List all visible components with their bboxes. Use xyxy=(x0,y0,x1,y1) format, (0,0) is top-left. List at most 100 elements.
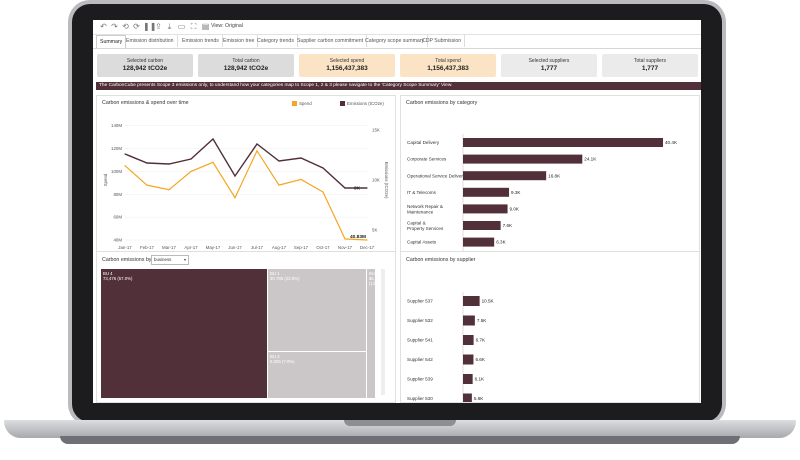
treemap-tile[interactable]: BU 4 73,476 (57.0%) xyxy=(101,269,267,398)
download-icon[interactable]: ⤓ xyxy=(167,22,172,31)
scrollbar[interactable] xyxy=(381,269,385,395)
bar-value-label: 6.1K xyxy=(475,377,485,382)
treemap-tile-name: BU 3 xyxy=(270,354,280,359)
bar-value-label: 24.1K xyxy=(584,157,597,162)
group-by-dropdown[interactable]: business ▾ xyxy=(151,255,189,265)
view-label[interactable]: View: Original xyxy=(211,23,243,29)
bar-value-label: 6.6K xyxy=(475,357,485,362)
bar xyxy=(463,393,472,402)
share-icon[interactable]: ⇪ xyxy=(155,22,162,31)
spend-point xyxy=(168,189,170,191)
y-axis-label: Spend xyxy=(103,173,108,186)
spend-line xyxy=(124,149,368,241)
tab-category-scope-summary[interactable]: Category scope summary xyxy=(362,35,429,47)
legend-spend-label: Spend xyxy=(299,101,312,106)
emissions-point xyxy=(124,153,126,155)
x-tick-label: Jul-17 xyxy=(251,245,264,250)
tab-emission-distribution[interactable]: Emission distribution xyxy=(123,35,178,47)
treemap-tile[interactable]: BU 3 9,005 (7.0%) xyxy=(268,352,366,398)
treemap-tile-value: 73,476 (57.0%) xyxy=(103,276,133,281)
treemap-tile-name: BU 4 xyxy=(103,271,113,276)
legend-emissions-swatch xyxy=(340,101,345,106)
kpi-card: Total suppliers 1,777 xyxy=(602,54,698,77)
category-chart-title: Carbon emissions by category xyxy=(406,100,478,106)
emissions-point xyxy=(234,175,236,177)
bar-value-label: 16.8K xyxy=(548,173,561,178)
y-tick-label: 140M xyxy=(111,123,122,128)
emissions-point xyxy=(146,162,148,164)
info-banner: The CarbonCube presents Scope 3 emission… xyxy=(96,82,701,90)
kpi-label: Total suppliers xyxy=(634,58,666,64)
spend-point xyxy=(322,191,324,193)
bar xyxy=(463,237,495,247)
tab-supplier-carbon-commitment[interactable]: Supplier carbon commitment xyxy=(294,35,368,47)
kpi-card: Selected carbon 128,942 tCO2e xyxy=(97,54,193,77)
kpi-value: 128,942 tCO2e xyxy=(223,65,269,72)
bar xyxy=(463,138,663,147)
spend-point xyxy=(256,150,258,152)
bar-category-label: Operational Service Delivery xyxy=(407,173,466,178)
bar-category-label: IT & Telecoms xyxy=(407,190,437,195)
tab-summary[interactable]: Summary xyxy=(96,35,127,48)
refresh-icon[interactable]: ⟳ xyxy=(133,22,140,31)
tab-category-trends[interactable]: Category trends xyxy=(254,35,298,47)
treemap-panel: Carbon emissions by business ▾ BU 4 73,47… xyxy=(96,251,396,403)
pause-icon[interactable]: ❚❚ xyxy=(143,22,157,31)
bar-value-label: 9.3K xyxy=(511,190,521,195)
emissions-point xyxy=(212,138,214,140)
x-tick-label: Aug-17 xyxy=(272,245,287,250)
view-icon[interactable]: ▤ xyxy=(201,22,210,31)
bar-value-label: 7.6K xyxy=(503,223,513,228)
tab-emission-trends[interactable]: Emission trends xyxy=(179,35,223,47)
x-tick-label: Sep-17 xyxy=(294,245,309,250)
bar xyxy=(463,354,474,365)
kpi-value: 1,777 xyxy=(641,65,659,72)
spend-point xyxy=(300,178,302,181)
comment-icon[interactable]: ▭ xyxy=(177,22,186,31)
kpi-card: Selected spend 1,156,437,383 xyxy=(299,54,395,77)
redo-icon[interactable]: ↷ xyxy=(111,22,118,31)
bar-category-label: Property Services xyxy=(407,226,444,231)
bar-category-label: Capital & xyxy=(407,221,426,226)
tab-cdp-submission[interactable]: CDP Submission xyxy=(419,35,466,47)
undo-icon[interactable]: ↶ xyxy=(100,22,107,31)
emissions-point xyxy=(168,163,170,165)
kpi-label: Selected carbon xyxy=(126,58,164,64)
kpi-value: 1,777 xyxy=(540,65,558,72)
treemap-tile[interactable]: BU 1 30,785 (23.9%) xyxy=(268,269,366,351)
treemap-tile-value: 30,785 (23.9%) xyxy=(270,276,300,281)
y2-axis-label: Emissions (tCO2e) xyxy=(384,162,389,199)
supplier-bar-chart: Supplier 537 10.5K Supplier 532 7.5K Supplie… xyxy=(407,292,495,402)
emissions-point xyxy=(344,187,346,189)
fullscreen-icon[interactable]: ⛶ xyxy=(190,22,197,31)
kpi-value: 1,156,437,383 xyxy=(326,65,368,72)
x-tick-label: Jun-17 xyxy=(228,245,242,250)
bar-value-label: 6.3K xyxy=(496,240,506,245)
emissions-point xyxy=(300,157,302,159)
dashboard-screen: ↶ ↷ ⟲ ⟳ ❚❚ ⇪ ⤓ ▭ ⛶ ▤ View: Original Summ… xyxy=(93,20,701,403)
x-tick-label: Nov-17 xyxy=(338,245,353,250)
line-chart-title: Carbon emissions & spend over time xyxy=(102,100,189,106)
legend-emissions-label: Emissions (tCO2e) xyxy=(347,101,384,106)
kpi-label: Total carbon xyxy=(232,58,260,64)
bar-value-label: 10.5K xyxy=(482,299,495,304)
treemap-title: Carbon emissions by xyxy=(102,257,152,263)
tab-bar: Summary Emission distribution Emission tre… xyxy=(93,35,701,49)
laptop-base xyxy=(4,420,796,438)
kpi-label: Selected suppliers xyxy=(528,58,570,64)
bar xyxy=(463,171,547,181)
bar xyxy=(463,335,474,345)
kpi-card: Selected suppliers 1,777 xyxy=(501,54,597,77)
emissions-point xyxy=(256,143,258,145)
tab-emission-tree[interactable]: Emission tree xyxy=(220,35,259,47)
spend-point xyxy=(146,184,148,186)
x-tick-label: Oct-17 xyxy=(316,245,330,250)
treemap-tile-name: BU 2 xyxy=(369,271,375,281)
spend-point xyxy=(190,170,192,173)
dropdown-value: business xyxy=(154,257,172,262)
bar-category-label: Maintenance xyxy=(407,209,434,214)
bar-value-label: 6.7K xyxy=(476,338,486,343)
revert-icon[interactable]: ⟲ xyxy=(122,22,129,31)
chevron-down-icon: ▾ xyxy=(183,257,186,262)
treemap-tile[interactable]: BU 215,676 (12.2%) xyxy=(367,269,375,398)
